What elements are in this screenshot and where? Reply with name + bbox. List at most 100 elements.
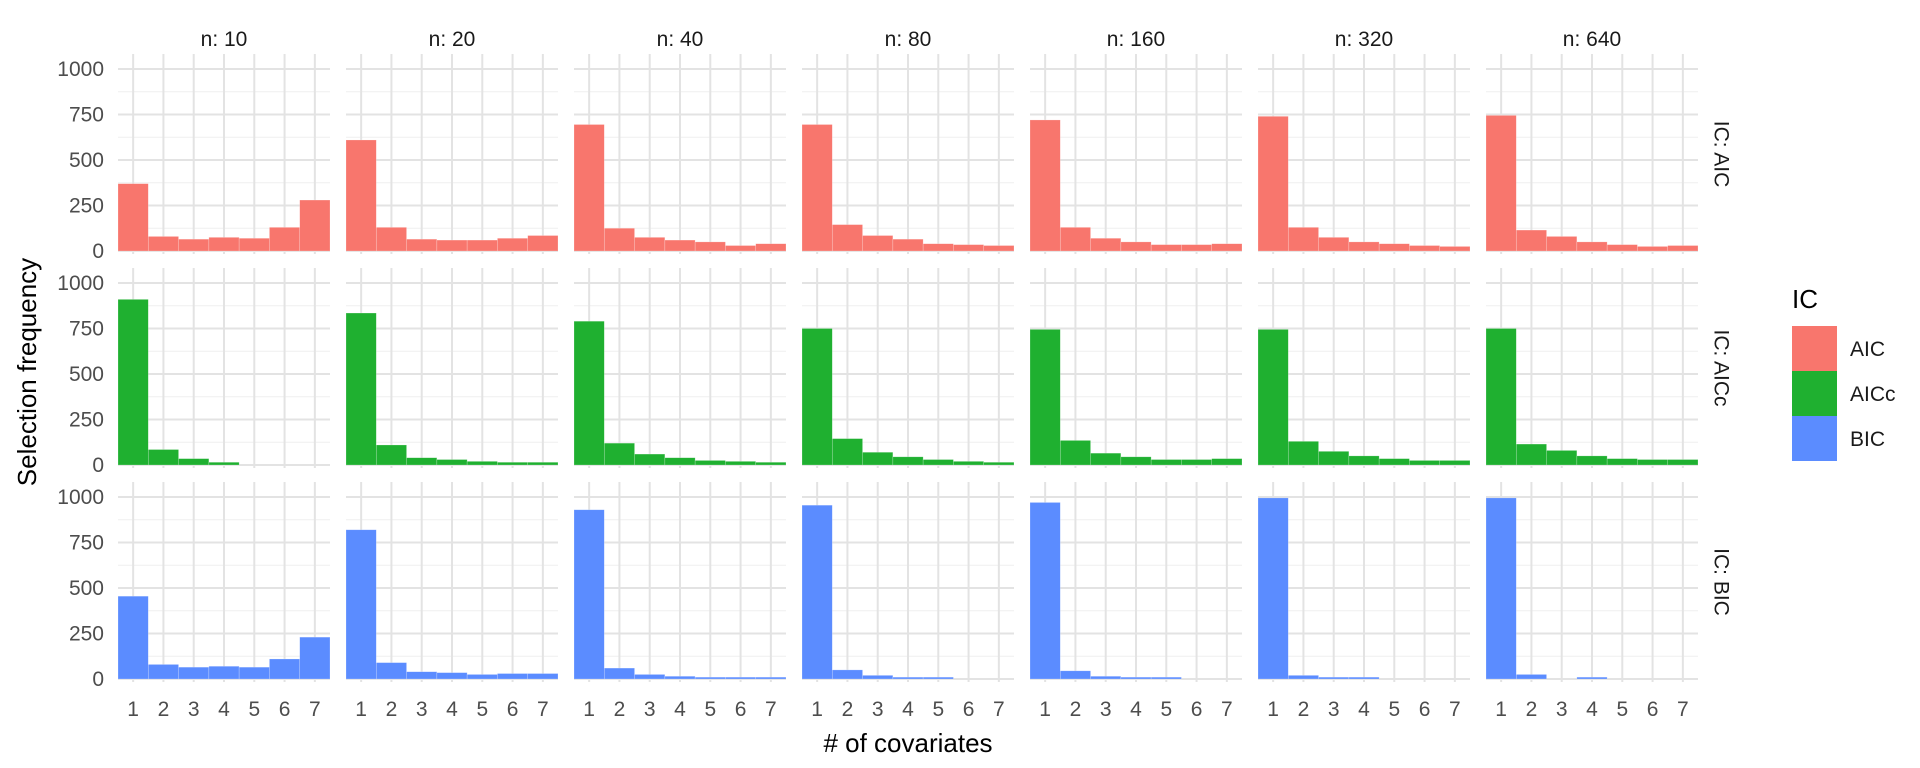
bar <box>1257 497 1289 680</box>
bar <box>1090 452 1122 466</box>
bar <box>1287 227 1319 252</box>
bar <box>1181 244 1213 252</box>
bar <box>983 461 1015 466</box>
legend-title: IC <box>1792 284 1818 314</box>
bar <box>694 241 726 252</box>
bar <box>466 674 498 680</box>
legend: IC AIC AICc BIC <box>1792 284 1896 461</box>
bar <box>603 442 635 466</box>
bar <box>664 675 696 680</box>
bar <box>1576 455 1608 466</box>
bar <box>1515 674 1547 680</box>
x-tick-label: 5 <box>932 698 944 721</box>
bar <box>1029 502 1061 680</box>
bar <box>1667 245 1699 252</box>
bar <box>1515 229 1547 252</box>
bar <box>1637 246 1669 252</box>
x-tick-label: 3 <box>1328 698 1340 721</box>
bar <box>862 675 894 680</box>
bar <box>664 239 696 252</box>
facet-panel <box>345 54 559 254</box>
bar <box>117 595 149 680</box>
y-tick-label: 750 <box>69 532 104 555</box>
bar <box>147 236 179 252</box>
facet-panel <box>573 54 787 254</box>
y-tick-label: 500 <box>69 149 104 172</box>
bar <box>892 676 924 680</box>
y-tick-label: 0 <box>92 454 104 477</box>
bar <box>1059 670 1091 680</box>
y-tick-label: 750 <box>69 104 104 127</box>
bar <box>1576 676 1608 680</box>
axis-layer: n: 10 n: 20 n: 40 n: 80 n: 160 n: 320 n: 640 IC… <box>57 28 1732 721</box>
bar <box>1546 236 1578 252</box>
x-tick-label: 2 <box>158 698 170 721</box>
bar <box>178 238 210 252</box>
bar <box>497 673 529 680</box>
bar <box>922 459 954 466</box>
facet-panel <box>117 268 330 468</box>
bar <box>1606 458 1638 466</box>
x-tick-label: 4 <box>1358 698 1370 721</box>
x-tick-label: 2 <box>1298 698 1310 721</box>
bar <box>375 227 407 252</box>
bar <box>1439 460 1471 466</box>
x-tick-label: 3 <box>644 698 656 721</box>
y-tick-label: 500 <box>69 577 104 600</box>
bar <box>1029 329 1061 466</box>
x-tick-label: 3 <box>416 698 428 721</box>
bar <box>634 674 666 680</box>
x-tick-label: 6 <box>1191 698 1203 721</box>
x-tick-label: 1 <box>1039 698 1051 721</box>
bar <box>892 456 924 466</box>
x-tick-label: 7 <box>1449 698 1461 721</box>
facet-panel <box>1257 268 1471 468</box>
bar <box>1318 451 1350 466</box>
bar <box>345 312 377 466</box>
bar <box>1485 115 1517 252</box>
bar <box>497 237 529 252</box>
bar <box>527 673 559 680</box>
x-tick-label: 5 <box>1388 698 1400 721</box>
facet-panel <box>573 268 787 468</box>
bar <box>1348 241 1380 252</box>
bar <box>694 676 726 680</box>
bar <box>953 244 985 252</box>
bar <box>725 676 757 680</box>
bar <box>1485 497 1517 680</box>
x-tick-label: 7 <box>309 698 321 721</box>
y-tick-label: 250 <box>69 409 104 432</box>
bar <box>1150 244 1182 252</box>
bar <box>603 227 635 252</box>
x-tick-label: 7 <box>1221 698 1233 721</box>
facet-column-label: n: 160 <box>1107 28 1165 51</box>
bar <box>178 458 210 466</box>
bar <box>1348 455 1380 466</box>
bar <box>436 459 468 466</box>
bar <box>436 672 468 680</box>
bar <box>497 461 529 466</box>
bar <box>466 461 498 466</box>
bar <box>147 449 179 466</box>
x-tick-label: 4 <box>1130 698 1142 721</box>
facet-column-label: n: 320 <box>1335 28 1393 51</box>
bar <box>299 636 331 680</box>
y-tick-label: 1000 <box>57 58 104 81</box>
x-tick-label: 5 <box>704 698 716 721</box>
bar <box>801 328 833 466</box>
bar <box>755 243 787 252</box>
facet-panel <box>1029 482 1242 682</box>
x-tick-label: 6 <box>279 698 291 721</box>
facet-panel <box>1485 54 1699 254</box>
x-tick-label: 1 <box>355 698 367 721</box>
x-tick-label: 4 <box>218 698 230 721</box>
x-tick-label: 1 <box>811 698 823 721</box>
bar <box>1409 460 1441 466</box>
bar <box>208 665 240 680</box>
bar <box>1348 676 1380 680</box>
y-tick-label: 1000 <box>57 486 104 509</box>
x-tick-label: 6 <box>1419 698 1431 721</box>
bar <box>527 461 559 466</box>
x-tick-label: 6 <box>1647 698 1659 721</box>
bar <box>436 239 468 252</box>
